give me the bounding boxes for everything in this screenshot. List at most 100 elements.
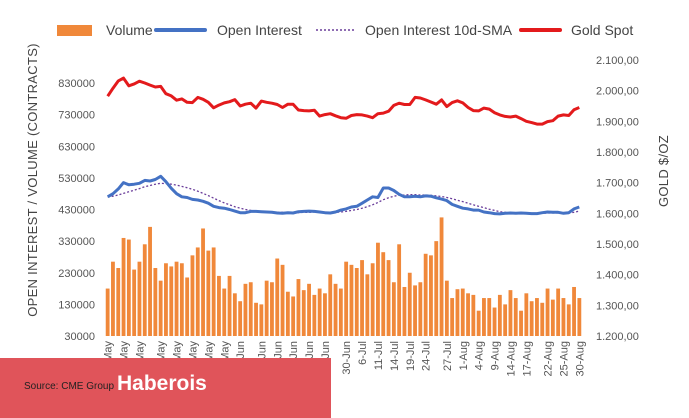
volume-bar — [232, 293, 237, 336]
x-tick-label: 4-Aug — [474, 341, 486, 370]
volume-bar — [450, 298, 455, 336]
open-interest-line — [106, 174, 580, 216]
volume-bar — [248, 282, 253, 336]
volume-bar — [148, 226, 152, 336]
x-tick-label: 6-Jul — [357, 341, 369, 365]
volume-bar — [497, 294, 502, 336]
volume-bar — [137, 261, 142, 336]
volume-bar — [439, 217, 444, 336]
volume-bar — [423, 253, 428, 336]
right-tick-label: 1.900,00 — [596, 116, 639, 128]
left-axis-title: OPEN INTEREST / VOLUME (CONTRACTS) — [25, 43, 40, 317]
volume-bar — [227, 275, 232, 336]
volume-bar — [243, 283, 248, 336]
volume-bar — [222, 288, 227, 336]
volume-bar — [407, 272, 412, 336]
volume-bar — [519, 310, 523, 336]
volume-bar — [296, 279, 301, 336]
volume-bar — [174, 261, 179, 336]
brand-logo: Haberois — [117, 372, 207, 395]
left-tick-label: 430000 — [58, 205, 95, 217]
volume-bar — [164, 263, 168, 336]
volume-bar — [275, 258, 280, 336]
volume-bar — [503, 304, 508, 337]
volume-bar — [264, 280, 269, 336]
volume-bar — [535, 298, 539, 336]
legend-label-sma: Open Interest 10d-SMA — [365, 22, 513, 38]
volume-bar — [301, 290, 306, 336]
volume-bar — [381, 252, 386, 336]
x-tick-label: 19-Jul — [405, 341, 417, 371]
volume-bar — [444, 280, 449, 336]
volume-bar — [566, 304, 571, 337]
volume-bar — [386, 260, 391, 336]
volume-bar — [466, 293, 470, 336]
volume-bar — [105, 288, 110, 336]
legend-swatch-volume — [57, 25, 92, 36]
right-axis-title: GOLD $/OZ — [656, 135, 671, 207]
volume-bar — [333, 283, 338, 336]
volume-bar — [126, 239, 131, 336]
right-tick-label: 2.100,00 — [596, 55, 639, 67]
volume-bar — [471, 294, 476, 336]
volume-bar — [391, 282, 396, 336]
x-tick-label: 9-Aug — [490, 341, 502, 370]
volume-bar — [540, 302, 545, 336]
volume-bar — [307, 283, 311, 336]
volume-bar — [211, 247, 216, 336]
volume-bar — [572, 286, 576, 336]
volume-bar — [370, 263, 375, 336]
left-tick-label: 530000 — [58, 173, 95, 185]
series-lines — [106, 76, 580, 216]
gold-spot-line — [106, 76, 580, 126]
legend-label-open-interest: Open Interest — [217, 22, 302, 38]
volume-bar — [434, 241, 439, 337]
left-tick-label: 30000 — [64, 331, 95, 343]
volume-bar — [285, 291, 290, 336]
volume-bar — [195, 247, 200, 336]
volume-bar — [238, 301, 243, 336]
volume-bar — [476, 310, 481, 336]
right-axis-ticks: 2.100,00 2.000,00 1.900,00 1.800,00 1.700,00… — [596, 55, 639, 343]
volume-bar — [550, 299, 555, 336]
x-tick-label: 14-Aug — [506, 341, 518, 376]
volume-bar — [529, 301, 534, 336]
volume-bar — [217, 275, 221, 336]
volume-bar — [291, 296, 296, 336]
volume-bar — [323, 293, 327, 336]
right-tick-label: 1.300,00 — [596, 300, 639, 312]
x-tick-label: 11-Jul — [373, 341, 385, 370]
volume-bar — [365, 274, 370, 336]
volume-bar — [492, 307, 497, 336]
x-tick-label: 24-Jul — [421, 341, 433, 371]
volume-bar — [338, 288, 343, 336]
x-tick-label: 14-Jul — [389, 341, 401, 371]
volume-bar — [455, 289, 460, 336]
volume-bar — [344, 261, 349, 336]
volume-bar — [561, 298, 566, 336]
x-tick-label: 30-Aug — [574, 341, 586, 376]
volume-bar — [508, 290, 513, 336]
right-tick-label: 1.400,00 — [596, 270, 639, 282]
volume-bar — [254, 302, 258, 336]
volume-bar — [259, 304, 264, 337]
volume-bar — [201, 228, 205, 336]
volume-bar — [132, 269, 137, 336]
volume-bar — [328, 274, 333, 336]
volume-bar — [280, 264, 285, 336]
x-tick-label: 27-Jul — [442, 341, 454, 371]
volume-bar — [270, 282, 274, 336]
legend: Volume Open Interest Open Interest 10d-SMA… — [57, 22, 633, 38]
volume-bar — [116, 268, 121, 336]
source-label: Source: CME Group — [24, 381, 115, 392]
left-tick-label: 330000 — [58, 236, 95, 248]
volume-bar — [577, 298, 582, 336]
x-tick-label: 17-Aug — [521, 341, 533, 376]
volume-bar — [360, 260, 364, 336]
volume-bar — [418, 282, 423, 336]
right-tick-label: 1.500,00 — [596, 239, 639, 251]
left-tick-label: 130000 — [58, 299, 95, 311]
volume-bar — [169, 266, 174, 336]
right-tick-label: 1.200,00 — [596, 331, 639, 343]
volume-bar — [556, 288, 561, 336]
